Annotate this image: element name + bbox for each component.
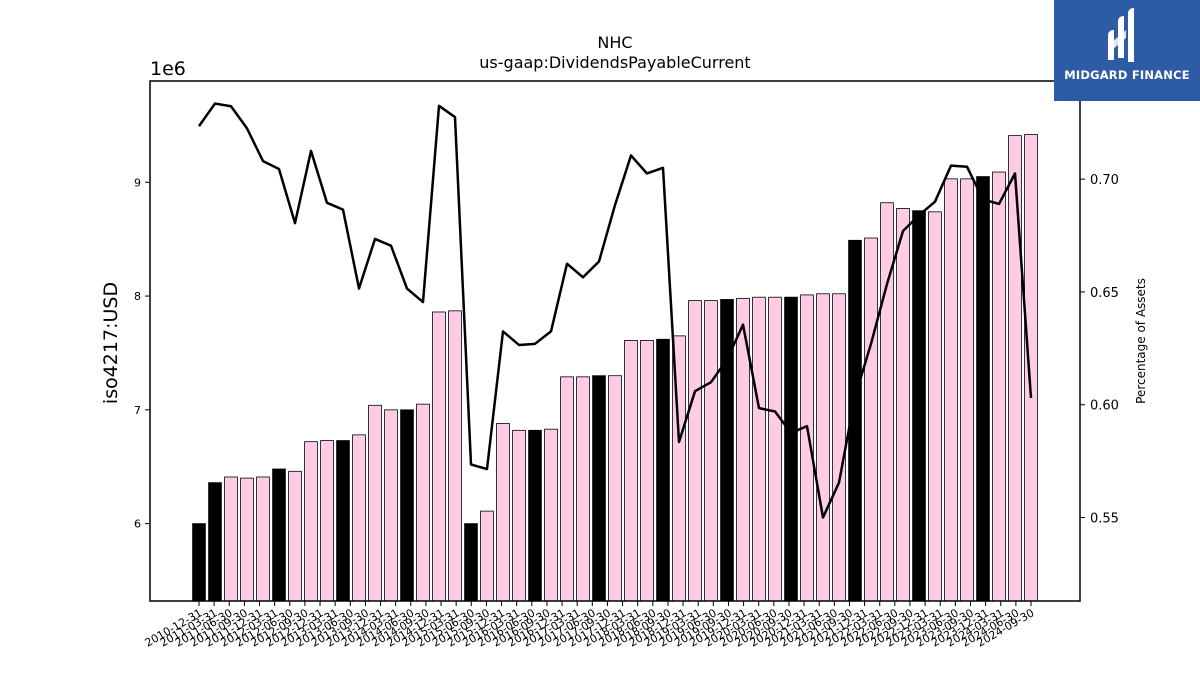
bar [432,311,446,602]
bar [1024,134,1038,602]
bar [352,434,366,602]
logo-brand-text: MIDGARD FINANCE [1064,68,1190,82]
bar [384,409,398,602]
plot-frame [149,80,1081,602]
y2-tick-label: 0.70 [1090,173,1119,188]
y2-axis-label: Percentage of Assets [1134,278,1148,404]
bar [192,523,206,602]
bar [416,403,430,602]
midgard-finance-logo: MIDGARD FINANCE [1054,0,1200,101]
bar [704,300,718,602]
y2-tick-label: 0.55 [1090,512,1119,527]
y-axis-label: iso4217:USD [100,282,122,404]
y-tick-label: 6 [134,518,141,531]
line-series [197,102,1033,519]
bar [864,237,878,602]
bar [928,211,942,602]
y-tick-label: 7 [134,404,141,417]
bar [752,296,766,602]
bar [912,210,926,602]
bar [880,202,894,602]
bar [320,440,334,602]
x-axis-ticks: 2010-12-312011-03-312011-06-302011-09-30… [143,601,1037,650]
bar [224,476,238,602]
bar [288,470,302,602]
bar [208,482,222,602]
bar [528,429,542,602]
bar [1008,135,1022,602]
midgard-m-logo-icon [1108,8,1134,62]
bar [640,340,654,602]
y2-tick-label: 0.65 [1090,286,1119,301]
bar [576,376,590,602]
bar [336,440,350,602]
bar [496,423,510,602]
bar [256,476,270,602]
chart-title: NHC [597,33,632,52]
bar [544,428,558,602]
bar [480,510,494,602]
y-tick-label: 9 [134,176,141,189]
y2-axis-ticks: 0.55 0.60 0.65 0.70 [1080,173,1119,527]
percentage-line [197,102,1033,519]
bar [464,523,478,602]
bar [960,178,974,602]
y-tick-label: 8 [134,290,141,303]
chart-subtitle: us-gaap:DividendsPayableCurrent [479,53,750,72]
bar [400,409,414,602]
bar [896,208,910,602]
bar [832,293,846,602]
bar [448,310,462,602]
bar [592,375,606,602]
y-offset-label: 1e6 [150,58,186,80]
bar [656,338,670,602]
bar [368,404,382,602]
bar [512,429,526,602]
bar [240,477,254,602]
bar [768,296,782,602]
bar [304,441,318,602]
bar [560,376,574,602]
bar [608,375,622,602]
bar [624,340,638,602]
bar [976,176,990,602]
bar [992,171,1006,602]
bar [272,468,286,602]
bar [944,178,958,602]
bar [720,299,734,602]
y-axis-ticks: 6 7 8 9 [134,176,150,531]
bar [784,296,798,602]
bar [688,300,702,602]
bar [816,293,830,602]
y2-tick-label: 0.60 [1090,399,1119,414]
